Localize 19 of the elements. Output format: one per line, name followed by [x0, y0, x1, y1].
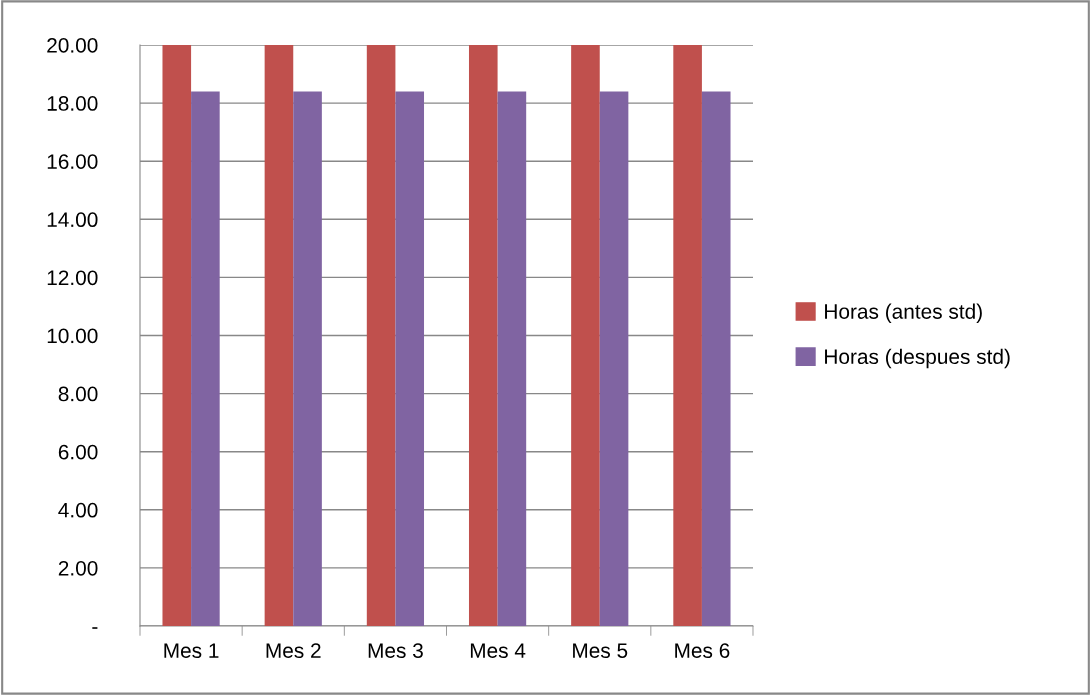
legend-label: Horas (antes std): [825, 303, 982, 323]
y-tick-label: 4.00: [58, 502, 98, 518]
legend-label: Horas (despues std): [825, 348, 1010, 369]
y-tick-label: 8.00: [58, 386, 98, 402]
y-tick-label: 2.00: [58, 560, 98, 576]
y-tick-label: 18.00: [47, 96, 98, 111]
x-tick-label: Mes 2: [266, 643, 321, 658]
y-tick-label: 6.00: [58, 444, 98, 460]
x-tick-label: Mes 4: [470, 643, 526, 658]
y-tick-label: 14.00: [47, 212, 98, 228]
x-tick-label: Mes 6: [675, 643, 730, 658]
y-tick-label: 20.00: [47, 38, 98, 53]
y-tick-label: 12.00: [47, 270, 98, 286]
y-tick-label: 16.00: [47, 154, 98, 169]
x-tick-label: Mes 1: [164, 643, 219, 658]
y-tick-label: -: [92, 627, 98, 629]
y-tick-label: 10.00: [47, 328, 98, 344]
x-tick-label: Mes 5: [573, 643, 628, 658]
x-tick-label: Mes 3: [368, 643, 423, 658]
